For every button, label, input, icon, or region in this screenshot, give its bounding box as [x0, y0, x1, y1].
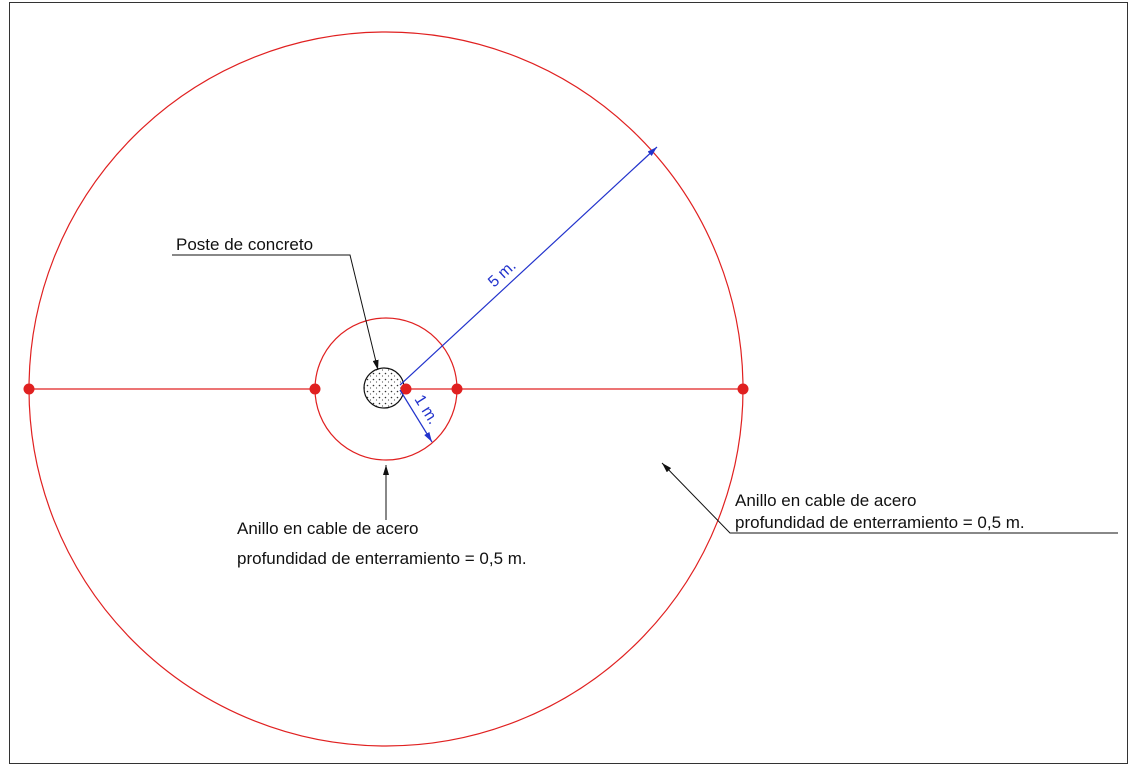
dimension-outer-label: 5 m.	[485, 257, 519, 291]
inner-ring-label-1: Anillo en cable de acero	[237, 519, 418, 538]
pole-leader	[172, 254, 379, 371]
pole	[363, 367, 405, 409]
outer-ring-leader	[661, 462, 1118, 534]
dimension-inner-label: 1 m.	[411, 392, 442, 427]
outer-ring-label-1: Anillo en cable de acero	[735, 491, 916, 510]
outer-ring-label-2: profundidad de enterramiento = 0,5 m.	[735, 513, 1025, 532]
dimension-inner	[399, 389, 433, 443]
connection-points	[23, 383, 749, 395]
dimension-outer	[399, 146, 658, 386]
pole-label: Poste de concreto	[176, 235, 313, 254]
inner-ring-label-2: profundidad de enterramiento = 0,5 m.	[237, 549, 527, 568]
frame	[9, 2, 1128, 764]
